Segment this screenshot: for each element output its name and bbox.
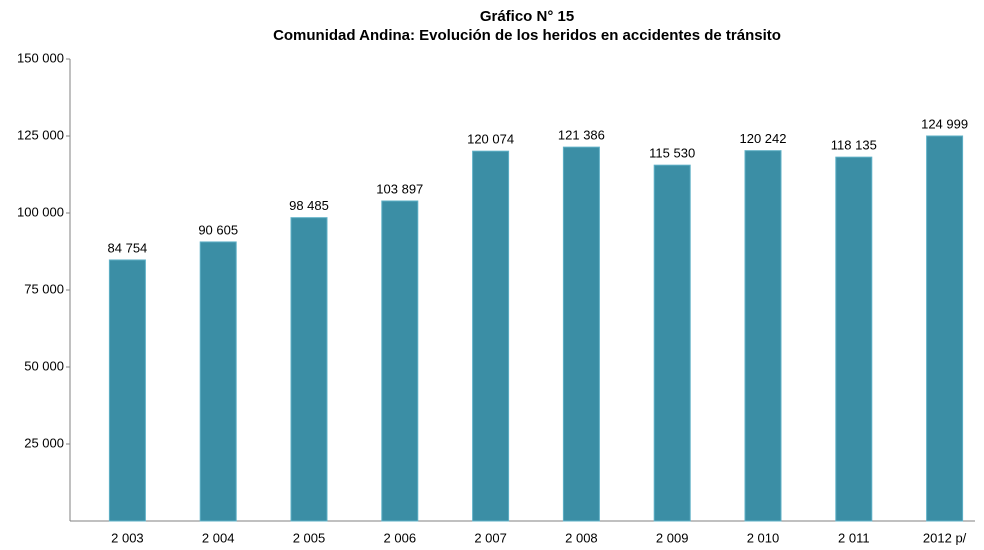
bar <box>290 217 328 522</box>
data-label: 120 242 <box>740 131 787 146</box>
data-label: 84 754 <box>108 240 148 255</box>
y-tick-label: 125 000 <box>17 127 64 142</box>
chart-subtitle: Comunidad Andina: Evolución de los herid… <box>273 27 781 44</box>
bar <box>381 200 419 522</box>
x-tick-label: 2 011 <box>838 530 870 545</box>
bar <box>472 150 510 522</box>
x-tick-label: 2 010 <box>747 530 780 545</box>
data-label: 90 605 <box>198 222 238 237</box>
bar <box>835 156 873 522</box>
data-label: 120 074 <box>467 132 514 147</box>
data-label: 103 897 <box>376 181 423 196</box>
data-label: 98 485 <box>289 198 329 213</box>
x-tick-label: 2 005 <box>293 530 326 545</box>
x-tick-label: 2 009 <box>656 530 689 545</box>
data-label: 118 135 <box>831 138 877 153</box>
y-tick-label: 25 000 <box>24 435 64 450</box>
x-tick-label: 2 008 <box>565 530 598 545</box>
y-tick-label: 50 000 <box>24 358 64 373</box>
bar <box>653 164 691 522</box>
x-tick-label: 2 003 <box>111 530 144 545</box>
bar <box>926 135 964 522</box>
bar <box>199 241 237 522</box>
y-tick-label: 150 000 <box>17 50 64 65</box>
bar <box>744 150 782 522</box>
x-tick-label: 2 007 <box>474 530 507 545</box>
chart-title: Gráfico N° 15 <box>480 8 574 25</box>
x-tick-label: 2 006 <box>384 530 417 545</box>
data-label: 124 999 <box>921 116 968 131</box>
x-tick-label: 2012 p/ <box>923 530 967 545</box>
x-tick-label: 2 004 <box>202 530 235 545</box>
y-tick-label: 100 000 <box>17 204 64 219</box>
bar <box>562 146 600 522</box>
data-label: 121 386 <box>558 128 605 143</box>
data-label: 115 530 <box>649 146 695 161</box>
bar <box>108 259 146 522</box>
y-tick-label: 75 000 <box>24 281 64 296</box>
